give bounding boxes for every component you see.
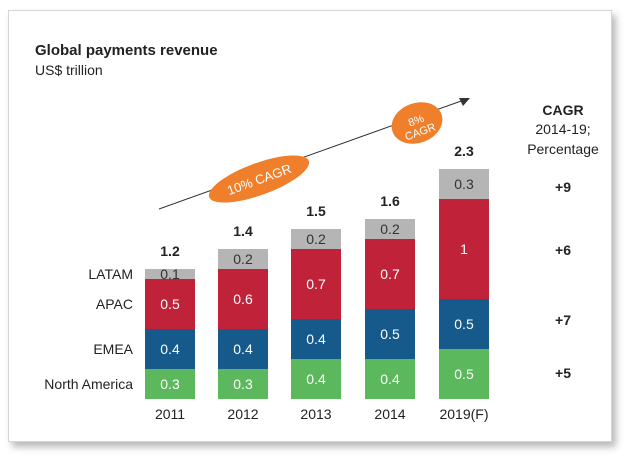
bar-emea-2012 bbox=[218, 329, 268, 369]
total-labels: 1.2 1.4 1.5 1.6 2.3 bbox=[160, 143, 474, 259]
cagr-value: +5 bbox=[555, 365, 571, 381]
data-label: 0.5 bbox=[454, 366, 474, 382]
bar-north-america-2019f bbox=[439, 349, 489, 399]
bar-emea-2013 bbox=[291, 319, 341, 359]
bar-apac-2012 bbox=[218, 269, 268, 329]
bar-apac-2014 bbox=[365, 239, 415, 309]
data-label: 0.3 bbox=[233, 376, 253, 392]
total-label: 1.4 bbox=[233, 223, 253, 239]
data-label: 0.3 bbox=[160, 376, 180, 392]
bar-north-america-2012 bbox=[218, 369, 268, 399]
cagr-badge-2011-2014: 10% CAGR bbox=[208, 155, 310, 203]
cagr-value: +7 bbox=[555, 312, 571, 328]
data-label: 0.6 bbox=[233, 291, 253, 307]
bar-emea-2014 bbox=[365, 309, 415, 359]
cagr-value: +6 bbox=[555, 242, 571, 258]
bar-emea-2019f bbox=[439, 299, 489, 349]
cagr-subheading-line2: Percentage bbox=[527, 141, 599, 157]
x-axis-ticks: 2011 2012 2013 2014 2019(F) bbox=[155, 406, 489, 422]
bar-apac-2019f bbox=[439, 199, 489, 299]
bar-latam-2011 bbox=[145, 269, 195, 279]
bar-latam-2012 bbox=[218, 249, 268, 269]
x-tick-label: 2012 bbox=[227, 406, 258, 422]
series-label-latam: LATAM bbox=[88, 266, 133, 282]
total-label: 1.2 bbox=[160, 243, 180, 259]
x-tick-label: 2013 bbox=[300, 406, 331, 422]
x-tick-label: 2014 bbox=[374, 406, 405, 422]
data-label: 0.4 bbox=[380, 371, 400, 387]
data-label: 0.2 bbox=[380, 221, 400, 237]
trend-arrowhead bbox=[459, 98, 470, 106]
bars-group: 0.3 0.4 0.5 0.1 0.3 0.4 0.6 0.2 0.4 0.4 0.7 0.2 0.4 0… bbox=[145, 169, 489, 399]
data-label: 0.5 bbox=[160, 296, 180, 312]
data-label: 0.7 bbox=[380, 266, 400, 282]
data-label: 0.4 bbox=[160, 341, 180, 357]
bar-emea-2011 bbox=[145, 329, 195, 369]
bar-latam-2013 bbox=[291, 229, 341, 249]
bar-north-america-2013 bbox=[291, 359, 341, 399]
data-label: 0.1 bbox=[160, 266, 180, 282]
bar-north-america-2014 bbox=[365, 359, 415, 399]
x-tick-label: 2011 bbox=[155, 406, 185, 422]
cagr-value: +9 bbox=[555, 179, 571, 195]
data-label: 0.2 bbox=[306, 231, 326, 247]
chart-subtitle: US$ trillion bbox=[35, 62, 103, 78]
bar-apac-2013 bbox=[291, 249, 341, 319]
series-label-emea: EMEA bbox=[93, 341, 133, 357]
cagr-subheading-line1: 2014-19; bbox=[535, 121, 590, 137]
bar-latam-2019f bbox=[439, 169, 489, 199]
data-label: 0.2 bbox=[233, 251, 253, 267]
cagr-badge-shape bbox=[391, 102, 443, 144]
cagr-column: CAGR 2014-19; Percentage +5 +7 +6 +9 bbox=[527, 102, 599, 381]
bar-apac-2011 bbox=[145, 279, 195, 329]
series-labels: North America EMEA APAC LATAM bbox=[44, 266, 133, 392]
data-label: 0.7 bbox=[306, 276, 326, 292]
chart-canvas: Global payments revenue US$ trillion 10%… bbox=[35, 42, 599, 422]
total-label: 1.5 bbox=[306, 203, 326, 219]
data-label: 0.5 bbox=[454, 316, 474, 332]
cagr-badge-2014-2019: 8%CAGR bbox=[391, 102, 443, 144]
bar-north-america-2011 bbox=[145, 369, 195, 399]
total-label: 2.3 bbox=[454, 143, 474, 159]
chart-frame: Global payments revenue US$ trillion 10%… bbox=[8, 10, 612, 442]
x-tick-label: 2019(F) bbox=[439, 406, 488, 422]
chart-title: Global payments revenue bbox=[35, 42, 218, 59]
data-label: 0.4 bbox=[233, 341, 253, 357]
data-label: 1 bbox=[460, 241, 468, 257]
series-label-north-america: North America bbox=[44, 376, 133, 392]
cagr-badge-label-line1: 8% bbox=[407, 113, 426, 130]
data-label: 0.4 bbox=[306, 331, 326, 347]
series-label-apac: APAC bbox=[96, 296, 133, 312]
data-label: 0.3 bbox=[454, 176, 474, 192]
bar-latam-2014 bbox=[365, 219, 415, 239]
data-label: 0.4 bbox=[306, 371, 326, 387]
data-label: 0.5 bbox=[380, 326, 400, 342]
cagr-badge-shape bbox=[208, 155, 310, 203]
total-label: 1.6 bbox=[380, 193, 400, 209]
cagr-heading: CAGR bbox=[542, 102, 583, 118]
